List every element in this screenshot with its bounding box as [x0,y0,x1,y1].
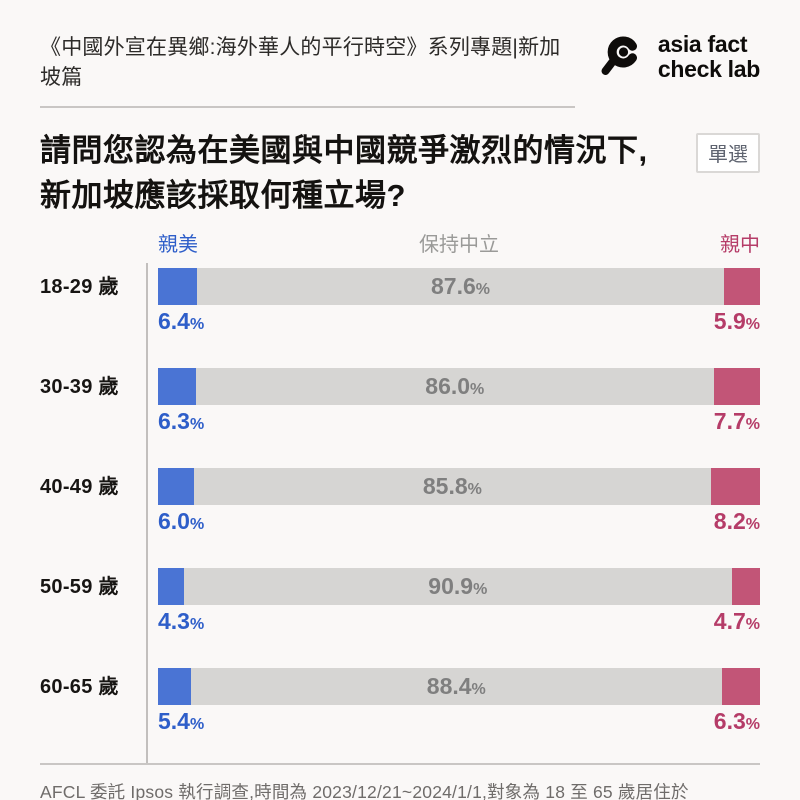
neutral-segment: 88.4% [190,667,723,705]
bar-end-values: 6.3% 7.7% [158,408,760,435]
pro-china-value-label: 8.2% [713,507,760,534]
age-label: 30-39 歲 [40,375,119,398]
series-title-block: 《中國外宣在異鄉:海外華人的平行時空》系列專題|新加坡篇 [40,26,575,108]
pro-china-value-label: 4.7% [713,607,760,634]
chart-legend: 親美 保持中立 親中 [40,228,760,263]
age-label: 60-65 歲 [40,675,119,698]
pro-us-value-label: 6.3% [158,407,205,434]
neutral-segment: 90.9% [183,567,732,605]
question-title-line1: 請問您認為在美國與中國競爭激烈的情況下, [40,133,648,168]
question-block: 請問您認為在美國與中國競爭激烈的情況下, 新加坡應該採取何種立場? 單選 [40,129,760,219]
logo-line2: check lab [657,55,760,82]
footer-line1: AFCL 委託 Ipsos 執行調查,時間為 2023/12/21~2024/1… [40,781,689,800]
bar-end-values: 6.0% 8.2% [158,508,760,535]
pro-us-value-label: 6.0% [158,507,205,534]
legend-spacer [40,228,158,263]
neutral-segment: 86.0% [195,367,714,405]
bar-end-values: 4.3% 4.7% [158,608,760,635]
neutral-value-label: 90.9% [428,572,488,599]
age-label: 18-29 歲 [40,275,119,298]
pro-us-value-label: 5.4% [158,707,205,734]
neutral-value-label: 87.6% [431,272,490,299]
stacked-bar: 90.9% [158,567,760,605]
pro-china-segment [713,367,760,405]
pro-china-segment [710,467,760,505]
legend-items: 親美 保持中立 親中 [158,228,760,257]
pro-china-segment [722,667,760,705]
question-title: 請問您認為在美國與中國競爭激烈的情況下, 新加坡應該採取何種立場? [40,129,648,219]
logo-wordmark: asia fact check lab [657,30,760,82]
magnifier-logo-icon [597,28,649,85]
stacked-bar: 86.0% [158,367,760,405]
neutral-value-label: 85.8% [422,472,482,499]
bar-row-18-29: 87.6% 6.4% 5.9% [158,263,760,363]
stacked-bar: 87.6% [158,267,760,305]
pro-china-value-label: 5.9% [713,307,760,334]
legend-neutral: 保持中立 [419,233,499,256]
bar-row-60-65: 88.4% 5.4% 6.3% [158,663,760,763]
age-labels-column: 18-29 歲 30-39 歲 40-49 歲 50-59 歲 60-65 歲 [40,263,146,763]
age-label: 50-59 歲 [40,575,119,598]
pro-us-value-label: 4.3% [158,607,205,634]
stacked-bar-chart: 18-29 歲 30-39 歲 40-49 歲 50-59 歲 60-65 歲 … [40,262,760,763]
bar-row-30-39: 86.0% 6.3% 7.7% [158,363,760,463]
question-title-line2: 新加坡應該採取何種立場? [40,177,406,213]
series-title: 《中國外宣在異鄉:海外華人的平行時空》系列專題|新加坡篇 [40,36,561,89]
methodology-footer: AFCL 委託 Ipsos 執行調查,時間為 2023/12/21~2024/1… [40,762,760,800]
pro-china-value-label: 6.3% [713,707,760,734]
bars-column: 87.6% 6.4% 5.9% 86.0% 6.3% 7.7% [146,262,760,763]
pro-china-value-label: 7.7% [713,407,760,434]
pro-us-segment [158,267,197,305]
page-header: 《中國外宣在異鄉:海外華人的平行時空》系列專題|新加坡篇 asia fact c… [40,26,760,108]
bar-row-40-49: 85.8% 6.0% 8.2% [158,463,760,563]
afcl-logo: asia fact check lab [597,26,760,85]
stacked-bar: 85.8% [158,467,760,505]
bar-end-values: 6.4% 5.9% [158,308,760,335]
single-choice-badge: 單選 [696,133,760,173]
logo-line1: asia fact [657,30,748,57]
bar-end-values: 5.4% 6.3% [158,708,760,735]
pro-us-value-label: 6.4% [158,307,205,334]
pro-us-segment [158,367,196,405]
neutral-value-label: 88.4% [426,672,486,699]
bar-row-50-59: 90.9% 4.3% 4.7% [158,563,760,663]
neutral-value-label: 86.0% [425,372,485,399]
stacked-bar: 88.4% [158,667,760,705]
pro-us-segment [158,467,195,505]
legend-pro-us: 親美 [158,233,198,256]
pro-china-segment [731,567,760,605]
pro-china-segment [724,267,760,305]
pro-us-segment [158,567,184,605]
pro-us-segment [158,667,191,705]
neutral-segment: 87.6% [196,267,725,305]
legend-pro-china: 親中 [720,233,760,256]
neutral-segment: 85.8% [194,467,711,505]
age-label: 40-49 歲 [40,475,119,498]
